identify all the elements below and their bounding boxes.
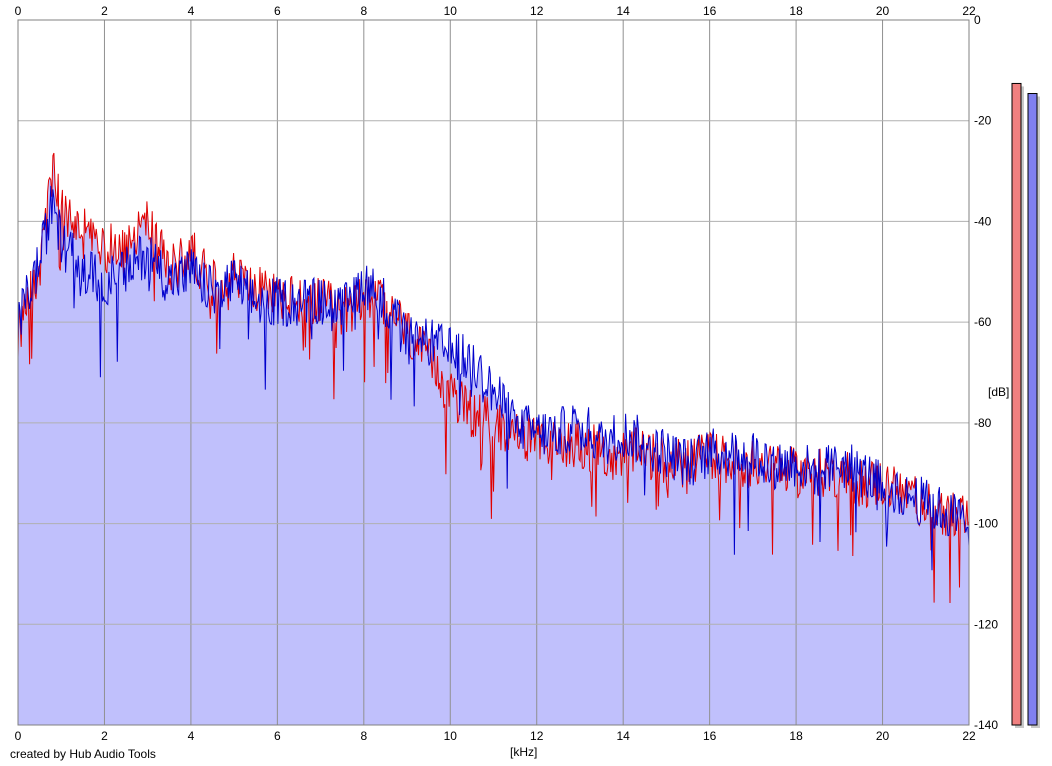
x-tick-label-bottom: 8 [360,729,367,743]
x-ticks-bottom: 0 2 4 6 8 10 12 14 16 18 20 22 [15,729,976,743]
y-tick-label: -40 [974,214,992,228]
x-tick-label-bottom: 20 [876,729,890,743]
y-tick-label: 0 [974,13,981,27]
x-tick-label-bottom: 16 [703,729,717,743]
x-tick-label-bottom: 18 [789,729,803,743]
x-axis-label: [kHz] [510,745,537,759]
y-tick-label: -80 [974,416,992,430]
x-tick-label-top: 22 [962,4,976,18]
y-axis-label: [dB] [988,385,1009,399]
x-ticks-top: 0 2 4 6 8 10 12 14 16 18 20 22 [15,4,976,18]
y-ticks-right: 0 -20 -40 -60 -80 -100 -120 -140 [974,13,998,732]
y-tick-label: -140 [974,718,998,732]
x-tick-label-top: 12 [530,4,544,18]
x-tick-label-bottom: 14 [617,729,631,743]
x-tick-label-bottom: 2 [101,729,108,743]
y-tick-label: -100 [974,517,998,531]
credit-text: created by Hub Audio Tools [10,747,156,761]
y-tick-label: -20 [974,114,992,128]
level-meter-bar-1 [1011,82,1022,726]
spectrum-series [17,152,970,604]
x-tick-label-top: 10 [444,4,458,18]
x-tick-label-top: 8 [360,4,367,18]
x-tick-label-bottom: 10 [444,729,458,743]
x-tick-label-top: 20 [876,4,890,18]
series-line-1 [17,152,970,604]
x-tick-label-bottom: 22 [962,729,976,743]
level-meters [1011,82,1040,729]
x-tick-label-top: 0 [15,4,22,18]
x-tick-label-bottom: 4 [188,729,195,743]
x-tick-label-top: 4 [188,4,195,18]
x-tick-label-bottom: 6 [274,729,281,743]
series-line-2 [17,185,970,571]
x-tick-label-bottom: 12 [530,729,544,743]
x-tick-label-top: 2 [101,4,108,18]
x-tick-label-top: 16 [703,4,717,18]
y-tick-label: -120 [974,617,998,631]
plot-border [17,19,970,726]
x-tick-label-top: 6 [274,4,281,18]
x-tick-label-top: 18 [789,4,803,18]
x-tick-label-top: 14 [617,4,631,18]
x-tick-label-bottom: 0 [15,729,22,743]
y-tick-label: -60 [974,315,992,329]
chart-grid [18,19,969,726]
level-meter-bar-2 [1027,93,1038,726]
